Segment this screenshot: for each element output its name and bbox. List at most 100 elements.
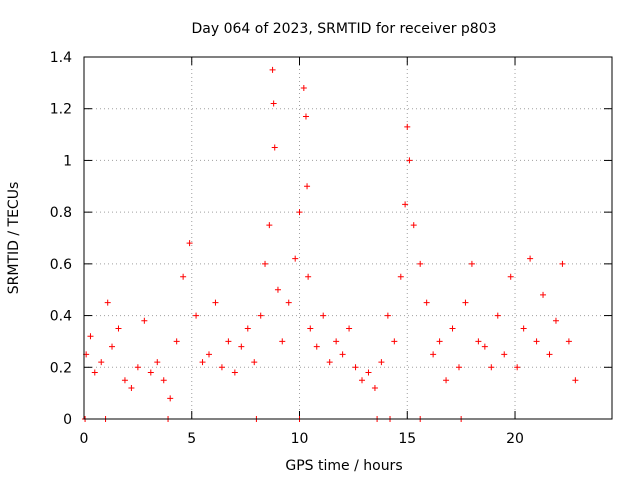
y-axis-label: SRMTID / TECUs [6,182,22,295]
data-point [87,333,94,340]
data-point [266,222,273,229]
data-point [443,377,450,384]
data-point [173,338,180,345]
data-point [160,377,167,384]
data-point [406,157,413,164]
chart-title: Day 064 of 2023, SRMTID for receiver p80… [191,21,496,37]
data-points [82,66,579,422]
x-tick-label: 5 [187,431,196,447]
data-point [292,255,299,262]
data-point [365,369,372,376]
data-point [218,364,225,371]
y-tick-label: 1.2 [50,102,72,118]
data-point [231,369,238,376]
axis-ticks: 0 0.2 0.4 0.6 0.8 1 1.2 1.4 0 5 10 15 20 [50,50,612,447]
data-point [326,359,333,366]
y-tick-label: 0.8 [50,205,72,221]
data-point [167,395,174,402]
data-point [244,325,251,332]
data-point [333,338,340,345]
data-point [300,85,307,92]
grid-lines [84,57,612,419]
data-point [115,325,122,332]
data-point [339,351,346,358]
data-point [552,317,559,324]
data-point [257,312,264,319]
data-point [346,325,353,332]
data-point [527,255,534,262]
data-point [147,369,154,376]
data-point [305,273,312,280]
data-point [270,100,277,107]
y-tick-label: 1 [63,153,72,169]
data-point [205,351,212,358]
data-point [302,113,309,120]
data-point [520,325,527,332]
data-point [141,317,148,324]
x-axis-label: GPS time / hours [285,458,402,474]
data-point [397,273,404,280]
y-tick-label: 0 [63,412,72,428]
data-point [430,351,437,358]
data-point [121,377,128,384]
data-point [225,338,232,345]
data-point [128,384,135,391]
data-point [533,338,540,345]
data-point [154,359,161,366]
y-tick-label: 1.4 [50,50,72,66]
data-point [462,299,469,306]
plot-border [83,56,613,420]
data-point [468,260,475,267]
data-point [134,364,141,371]
data-point [455,364,462,371]
data-point [371,384,378,391]
data-point [475,338,482,345]
data-point [186,240,193,247]
data-point [417,260,424,267]
data-point [238,343,245,350]
data-point [199,359,206,366]
data-point [285,299,292,306]
data-point [262,260,269,267]
data-point [565,338,572,345]
data-point [109,343,116,350]
x-tick-label: 0 [80,431,89,447]
data-point [98,359,105,366]
data-point [313,343,320,350]
data-point [423,299,430,306]
data-point [307,325,314,332]
data-point [251,359,258,366]
data-point [104,299,111,306]
data-point [384,312,391,319]
data-point [296,209,303,216]
data-point [514,364,521,371]
data-point [402,201,409,208]
x-tick-label: 20 [506,431,524,447]
data-point [91,369,98,376]
data-point [540,291,547,298]
data-point [572,377,579,384]
data-point [320,312,327,319]
data-point [359,377,366,384]
data-point [269,66,276,73]
data-point [488,364,495,371]
data-point [559,260,566,267]
data-point [404,123,411,130]
data-point [507,273,514,280]
data-point [494,312,501,319]
data-point [391,338,398,345]
data-point [481,343,488,350]
data-point [436,338,443,345]
data-point [410,222,417,229]
x-tick-label: 15 [398,431,416,447]
data-point [449,325,456,332]
data-point [501,351,508,358]
y-tick-label: 0.2 [50,360,72,376]
y-tick-label: 0.6 [50,257,72,273]
data-point [274,286,281,293]
data-point [304,183,311,190]
data-point [546,351,553,358]
x-tick-label: 10 [291,431,309,447]
data-point [378,359,385,366]
